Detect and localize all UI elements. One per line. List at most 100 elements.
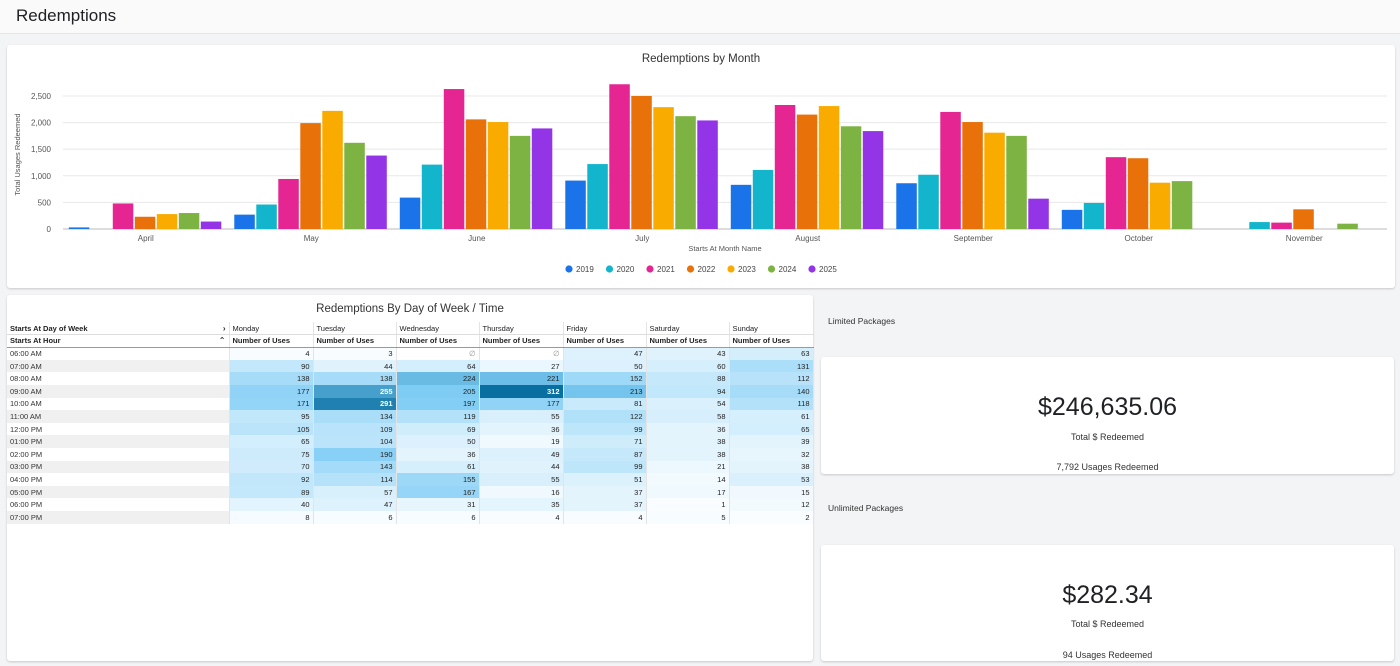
bar-2024-august [840,126,862,229]
bar-2024-july [675,116,696,229]
x-tick-label: July [635,234,649,243]
table-cell: ∅ [479,347,564,360]
legend-label-2022: 2022 [698,265,716,274]
table-cell: 99 [563,460,647,474]
table-cell: 16 [479,485,564,499]
table-cell: 140 [729,384,814,398]
table-cell: 37 [563,485,647,499]
table-cell: 104 [313,435,397,448]
table-cell: 171 [229,397,314,411]
table-cell: 224 [396,372,480,385]
bar-2022-june [465,119,487,229]
x-tick-label: April [138,234,154,243]
chevron-right-icon[interactable]: › [222,323,226,333]
legend-marker-2022 [686,265,695,273]
row-label-hour: 12:00 PM [7,422,230,436]
measure-header[interactable]: Number of Uses [646,334,730,348]
row-label-hour: 05:00 PM [7,485,230,499]
column-header-monday[interactable]: Monday [229,322,314,336]
table-row: 01:00 PM 65 104 50 19 71 38 39 [7,435,814,448]
row-header-hour[interactable]: Starts At Hour ⌃ [7,334,230,348]
measure-header[interactable]: Number of Uses [479,334,564,348]
table-cell: 131 [729,359,814,373]
table-cell: 152 [563,372,647,385]
table-cell: 8 [229,510,314,524]
table-cell: 65 [229,435,314,448]
bar-2019-may [234,214,255,229]
table-cell: 15 [729,485,814,499]
measure-header[interactable]: Number of Uses [396,334,480,348]
table-cell: 89 [229,485,314,499]
table-cell: 138 [229,372,314,385]
table-cell: 92 [229,473,314,486]
y-tick-label: 0 [47,225,52,234]
y-tick-label: 2,000 [31,119,52,128]
table-cell: 55 [479,410,564,423]
column-header-friday[interactable]: Friday [563,322,647,336]
table-title: Redemptions By Day of Week / Time [316,303,504,315]
table-cell: 114 [313,473,397,486]
bar-2024-september [1006,135,1027,229]
bar-2020-september [918,174,939,229]
table-cell: 312 [479,384,564,398]
table-cell: 213 [563,384,647,398]
table-cell: 291 [313,397,397,411]
chart-card: Redemptions by Month 0 500 1,000 1,500 2,000… [7,45,1395,288]
table-cell: 190 [313,447,397,461]
table-row: 08:00 AM 138 138 224 221 152 88 112 [7,372,814,385]
table-cell: 54 [646,397,730,411]
x-tick-label: November [1286,234,1323,243]
table-cell: 94 [646,384,730,398]
column-header-saturday[interactable]: Saturday [646,322,730,336]
legend-marker-2024 [767,265,776,273]
bar-2021-may [278,178,299,229]
unlimited-total-label: Total $ Redeemed [1070,619,1145,629]
table-cell: 6 [396,510,480,524]
limited-packages-card: $246,635.06 Total $ Redeemed 7,792 Usage… [821,357,1394,474]
bar-2023-may [322,110,343,229]
legend-label-2019: 2019 [576,265,594,274]
table-cell: 47 [313,498,397,511]
bar-2023-july [653,107,674,229]
table-cell: 95 [229,410,314,423]
table-cell: 90 [229,359,314,373]
measure-header[interactable]: Number of Uses [313,334,397,348]
measure-header[interactable]: Number of Uses [229,334,314,348]
measure-header[interactable]: Number of Uses [729,334,814,348]
table-cell: 38 [646,435,730,448]
bar-2025-june [531,128,553,229]
table-cell: 64 [396,359,480,373]
row-label-hour: 03:00 PM [7,460,230,474]
row-header-day-of-week[interactable]: Starts At Day of Week › [7,322,230,336]
table-cell: 138 [313,372,397,385]
bar-2021-august [774,105,796,229]
row-label-hour: 06:00 PM [7,498,230,511]
row-label-hour: 10:00 AM [7,397,230,411]
table-row: 03:00 PM 70 143 61 44 99 21 38 [7,460,814,474]
column-header-wednesday[interactable]: Wednesday [396,322,480,336]
bar-2021-october [1105,157,1127,229]
table-cell: 36 [396,447,480,461]
table-cell: 167 [396,485,480,499]
table-cell: 44 [313,359,397,373]
table-header-days: Starts At Day of Week › Monday Tuesday Wed… [7,322,814,336]
legend-marker-2021 [646,265,654,273]
table-cell: 70 [229,460,314,474]
x-tick-label: October [1125,234,1154,243]
column-header-thursday[interactable]: Thursday [479,322,564,336]
bar-2020-may [256,204,277,229]
bar-2024-may [344,142,365,229]
table-cell: 99 [563,422,647,436]
table-row: 04:00 PM 92 114 155 55 51 14 53 [7,473,814,486]
column-header-sunday[interactable]: Sunday [729,322,814,336]
row-label-hour: 06:00 AM [7,347,230,360]
column-header-tuesday[interactable]: Tuesday [313,322,397,336]
table-cell: 44 [479,460,564,474]
table-row: 12:00 PM 105 109 69 36 99 36 65 [7,422,814,436]
measure-header[interactable]: Number of Uses [563,334,647,348]
bar-2022-april [134,216,156,229]
row-label-hour: 01:00 PM [7,435,230,448]
chevron-up-icon[interactable]: ⌃ [218,336,226,346]
table-cell: 12 [729,498,814,511]
table-cell: 88 [646,372,730,385]
